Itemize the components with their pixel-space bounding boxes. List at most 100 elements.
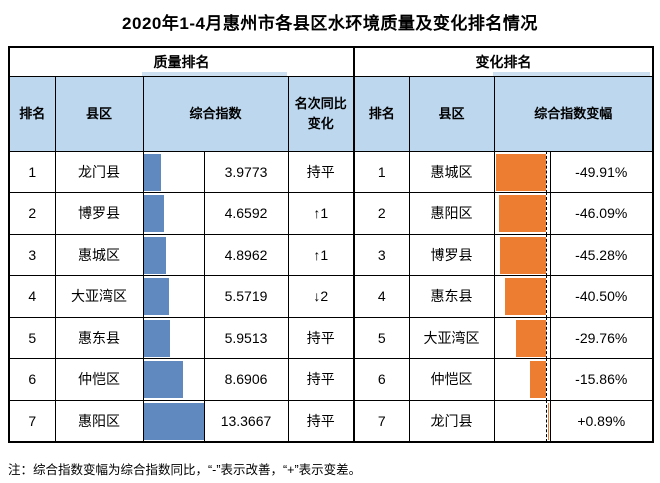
quality-change-cell: 持平: [287, 316, 355, 359]
zero-axis-line: [545, 400, 547, 441]
quality-change-cell: ↑1: [287, 192, 355, 235]
quality-county-cell: 惠城区: [54, 233, 144, 276]
variation-delta-cell: -49.91%: [549, 150, 654, 193]
quality-change-cell: ↑1: [287, 233, 355, 276]
variation-delta-header: 综合指数变幅: [493, 75, 654, 152]
quality-county-cell: 惠阳区: [54, 399, 144, 442]
variation-county-cell: 惠城区: [408, 150, 495, 193]
quality-index-cell: 13.3667: [203, 399, 289, 442]
quality-index-cell: 5.9513: [203, 316, 289, 359]
table-row: 5 惠东县 5.9513 持平 5 大亚湾区 -29.76%: [8, 316, 654, 359]
quality-bar-cell: [142, 233, 205, 276]
quality-section-title: 质量排名: [153, 53, 210, 70]
variation-bar-cell: [493, 316, 551, 359]
quality-index-cell: 3.9773: [203, 150, 289, 193]
variation-rank-cell: 4: [353, 275, 410, 318]
column-header-row: 排名 县区 综合指数 名次同比变化 排名 县区 综合指数变幅: [8, 75, 654, 152]
zero-axis-line: [545, 317, 547, 358]
variation-delta-cell: -46.09%: [549, 192, 654, 235]
quality-rank-header: 排名: [8, 75, 56, 152]
table-row: 7 惠阳区 13.3667 持平 7 龙门县 +0.89%: [8, 399, 654, 442]
quality-rank-cell: 4: [8, 275, 56, 318]
variation-county-cell: 惠阳区: [408, 192, 495, 235]
variation-delta-cell: +0.89%: [549, 399, 654, 442]
index-bar: [144, 319, 171, 357]
quality-index-cell: 4.6592: [203, 192, 289, 235]
quality-bar-cell: [142, 358, 205, 401]
quality-rank-cell: 3: [8, 233, 56, 276]
quality-chart-top-edge: [142, 71, 287, 75]
variation-rank-cell: 5: [353, 316, 410, 359]
variation-section-title: 变化排名: [475, 53, 532, 70]
index-bar: [144, 402, 203, 440]
page-title: 2020年1-4月惠州市各县区水环境质量及变化排名情况: [122, 14, 538, 33]
variation-bar-cell: [493, 399, 551, 442]
table-row: 4 大亚湾区 5.5719 ↓2 4 惠东县 -40.50%: [8, 275, 654, 318]
variation-delta-cell: -45.28%: [549, 233, 654, 276]
variation-rank-cell: 7: [353, 399, 410, 442]
variation-bar-cell: [493, 275, 551, 318]
zero-axis-line: [545, 276, 547, 317]
variation-section-header: 变化排名: [353, 46, 654, 77]
delta-bar: [499, 195, 546, 232]
variation-delta-cell: -40.50%: [549, 275, 654, 318]
quality-change-cell: 持平: [287, 399, 355, 442]
quality-change-cell: ↓2: [287, 275, 355, 318]
ranking-table: 质量排名 变化排名 排名 县区 综合指数 名次同比变化 排名 县区 综合指数变幅…: [8, 46, 654, 443]
quality-change-cell: 持平: [287, 358, 355, 401]
quality-bar-cell: [142, 316, 205, 359]
quality-section-header: 质量排名: [8, 46, 355, 77]
variation-rank-cell: 6: [353, 358, 410, 401]
quality-change-header: 名次同比变化: [287, 75, 355, 152]
variation-county-cell: 博罗县: [408, 233, 495, 276]
quality-rank-cell: 1: [8, 150, 56, 193]
delta-bar: [495, 153, 546, 191]
delta-bar: [504, 278, 546, 315]
delta-bar: [547, 402, 549, 440]
quality-index-cell: 4.8962: [203, 233, 289, 276]
quality-bar-cell: [142, 150, 205, 193]
table-row: 6 仲恺区 8.6906 持平 6 仲恺区 -15.86%: [8, 358, 654, 401]
index-bar: [144, 278, 169, 315]
quality-county-cell: 仲恺区: [54, 358, 144, 401]
quality-index-cell: 8.6906: [203, 358, 289, 401]
zero-axis-line: [545, 234, 547, 275]
variation-chart-top-edge: [493, 71, 650, 75]
index-bar: [144, 195, 165, 232]
quality-county-cell: 大亚湾区: [54, 275, 144, 318]
variation-rank-cell: 2: [353, 192, 410, 235]
delta-bar: [500, 236, 546, 274]
index-bar: [144, 153, 162, 191]
variation-bar-cell: [493, 192, 551, 235]
footnote: 注：综合指数变幅为综合指数同比，“-”表示改善，“+”表示变差。: [8, 463, 362, 477]
quality-bar-cell: [142, 192, 205, 235]
quality-county-cell: 惠东县: [54, 316, 144, 359]
quality-rank-cell: 2: [8, 192, 56, 235]
zero-axis-line: [545, 359, 547, 400]
variation-bar-cell: [493, 358, 551, 401]
variation-county-cell: 大亚湾区: [408, 316, 495, 359]
variation-rank-cell: 3: [353, 233, 410, 276]
quality-bar-cell: [142, 275, 205, 318]
quality-index-header: 综合指数: [142, 75, 289, 152]
variation-county-cell: 惠东县: [408, 275, 495, 318]
zero-axis-line: [545, 193, 547, 234]
index-bar: [144, 361, 183, 398]
index-bar: [144, 236, 166, 274]
quality-county-header: 县区: [54, 75, 144, 152]
table-row: 2 博罗县 4.6592 ↑1 2 惠阳区 -46.09%: [8, 192, 654, 235]
variation-county-cell: 龙门县: [408, 399, 495, 442]
table-body: 1 龙门县 3.9773 持平 1 惠城区 -49.91% 2 博罗县 4.65…: [8, 150, 654, 442]
quality-rank-cell: 5: [8, 316, 56, 359]
delta-bar: [515, 319, 546, 357]
quality-rank-cell: 6: [8, 358, 56, 401]
variation-delta-cell: -15.86%: [549, 358, 654, 401]
section-header-row: 质量排名 变化排名: [8, 46, 654, 77]
variation-delta-cell: -29.76%: [549, 316, 654, 359]
quality-change-cell: 持平: [287, 150, 355, 193]
quality-index-cell: 5.5719: [203, 275, 289, 318]
variation-county-cell: 仲恺区: [408, 358, 495, 401]
zero-axis-line: [545, 151, 547, 192]
quality-rank-cell: 7: [8, 399, 56, 442]
quality-bar-cell: [142, 399, 205, 442]
